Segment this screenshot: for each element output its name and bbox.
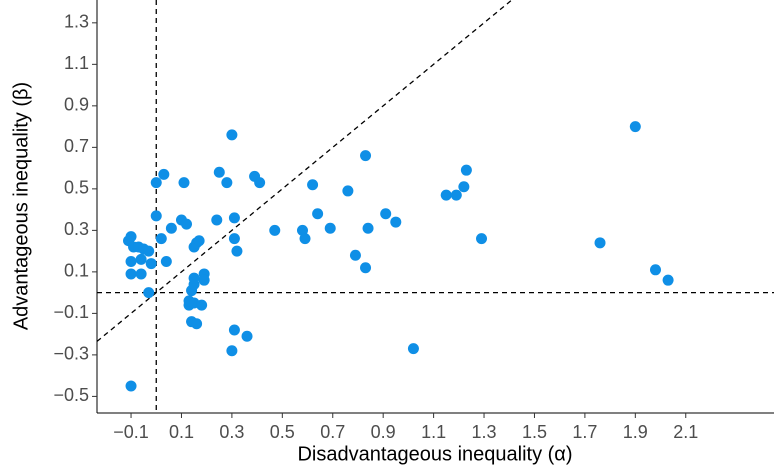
point xyxy=(407,343,419,355)
y-tick-label: 1.3 xyxy=(64,12,89,32)
x-tick-label: 2.1 xyxy=(673,422,698,442)
x-tick-label: 1.5 xyxy=(522,422,547,442)
point xyxy=(231,245,243,257)
x-axis-title: Disadvantageous inequality (α) xyxy=(297,443,572,465)
point xyxy=(390,216,402,228)
point xyxy=(125,268,137,280)
point xyxy=(155,233,167,245)
point xyxy=(362,222,374,234)
point xyxy=(143,287,155,299)
point xyxy=(349,249,361,261)
point xyxy=(165,222,177,234)
point xyxy=(191,318,203,330)
x-tick-label: 1.1 xyxy=(421,422,446,442)
point xyxy=(226,345,238,357)
point xyxy=(221,177,233,189)
point xyxy=(181,218,193,230)
y-tick-label: 0.9 xyxy=(64,95,89,115)
y-tick-label: 1.1 xyxy=(64,53,89,73)
y-tick-label: 0.3 xyxy=(64,219,89,239)
point xyxy=(183,295,195,307)
point xyxy=(458,181,470,193)
point xyxy=(125,231,137,243)
reference-diagonal xyxy=(96,0,513,342)
point xyxy=(226,129,238,141)
x-tick-label: 0.9 xyxy=(371,422,396,442)
point xyxy=(196,299,208,311)
point xyxy=(158,168,170,180)
point xyxy=(135,268,147,280)
point xyxy=(254,177,266,189)
point xyxy=(269,224,281,236)
point xyxy=(312,208,324,220)
x-tick-label: 0.1 xyxy=(169,422,194,442)
point xyxy=(228,324,240,336)
point xyxy=(662,274,674,286)
y-tick-label: −0.3 xyxy=(53,344,89,364)
x-tick-label: 1.9 xyxy=(623,422,648,442)
point xyxy=(125,380,137,392)
point xyxy=(150,177,162,189)
point xyxy=(342,185,354,197)
x-tick-label: 1.3 xyxy=(472,422,497,442)
x-tick-label: 0.7 xyxy=(320,422,345,442)
point xyxy=(360,262,372,274)
point xyxy=(241,330,253,342)
point xyxy=(188,272,200,284)
y-tick-label: −0.1 xyxy=(53,302,89,322)
x-tick-label: 1.7 xyxy=(572,422,597,442)
point xyxy=(143,245,155,257)
point xyxy=(296,224,308,236)
y-tick-label: 0.1 xyxy=(64,261,89,281)
y-axis-title: Advantageous inequality (β) xyxy=(10,82,32,330)
y-tick-label: 0.7 xyxy=(64,136,89,156)
point xyxy=(460,164,472,176)
point xyxy=(450,189,462,201)
point xyxy=(160,255,172,267)
x-tick-label: −0.1 xyxy=(113,422,149,442)
point xyxy=(440,189,452,201)
point xyxy=(198,274,210,286)
point xyxy=(476,233,488,245)
point xyxy=(649,264,661,276)
x-tick-label: 0.5 xyxy=(270,422,295,442)
point xyxy=(228,212,240,224)
point xyxy=(360,150,372,162)
point xyxy=(213,166,225,178)
point xyxy=(211,214,223,226)
point xyxy=(228,233,240,245)
point xyxy=(178,177,190,189)
point xyxy=(193,235,205,247)
point xyxy=(324,222,336,234)
point xyxy=(135,253,147,265)
point xyxy=(307,179,319,191)
point xyxy=(150,210,162,222)
y-tick-label: −0.5 xyxy=(53,385,89,405)
x-tick-label: 0.3 xyxy=(219,422,244,442)
point xyxy=(145,258,157,270)
point xyxy=(299,233,311,245)
y-tick-label: 0.5 xyxy=(64,178,89,198)
point xyxy=(629,121,641,133)
point xyxy=(380,208,392,220)
point xyxy=(594,237,606,249)
point xyxy=(125,255,137,267)
